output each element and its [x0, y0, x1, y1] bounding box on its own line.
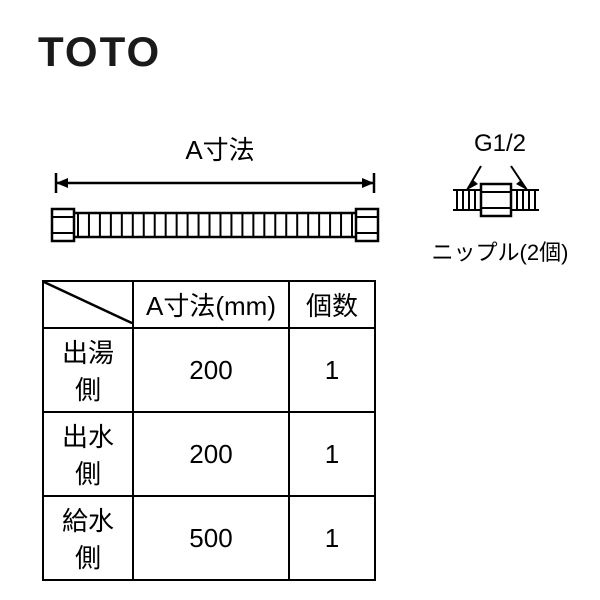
row-label: 出湯側 — [43, 328, 133, 412]
col-header-a: A寸法(mm) — [133, 281, 289, 328]
cell-q: 1 — [289, 496, 375, 580]
table-header-row: A寸法(mm) 個数 — [43, 281, 375, 328]
tube-diagram: A寸法 — [50, 130, 390, 247]
flexible-tube-icon — [50, 203, 380, 247]
cell-a: 200 — [133, 328, 289, 412]
nipple-icon — [435, 160, 565, 226]
table-row: 出水側 200 1 — [43, 412, 375, 496]
dimension-label: A寸法 — [50, 130, 390, 167]
nipple-caption: ニップル(2個) — [430, 235, 570, 267]
col-header-quantity: 個数 — [289, 281, 375, 328]
cell-a: 200 — [133, 412, 289, 496]
row-label: 給水側 — [43, 496, 133, 580]
cell-q: 1 — [289, 412, 375, 496]
cell-a: 500 — [133, 496, 289, 580]
nipple-diagram: G1/2 ニップル(2個) — [430, 130, 570, 267]
spec-table: A寸法(mm) 個数 出湯側 200 1 出水側 200 1 給水側 500 1 — [42, 280, 376, 581]
dimension-line — [50, 171, 390, 195]
table-row: 給水側 500 1 — [43, 496, 375, 580]
table-row: 出湯側 200 1 — [43, 328, 375, 412]
row-label: 出水側 — [43, 412, 133, 496]
thread-spec-label: G1/2 — [430, 130, 570, 158]
table-corner-cell — [43, 281, 133, 328]
cell-q: 1 — [289, 328, 375, 412]
brand-logo: TOTO — [38, 28, 161, 76]
